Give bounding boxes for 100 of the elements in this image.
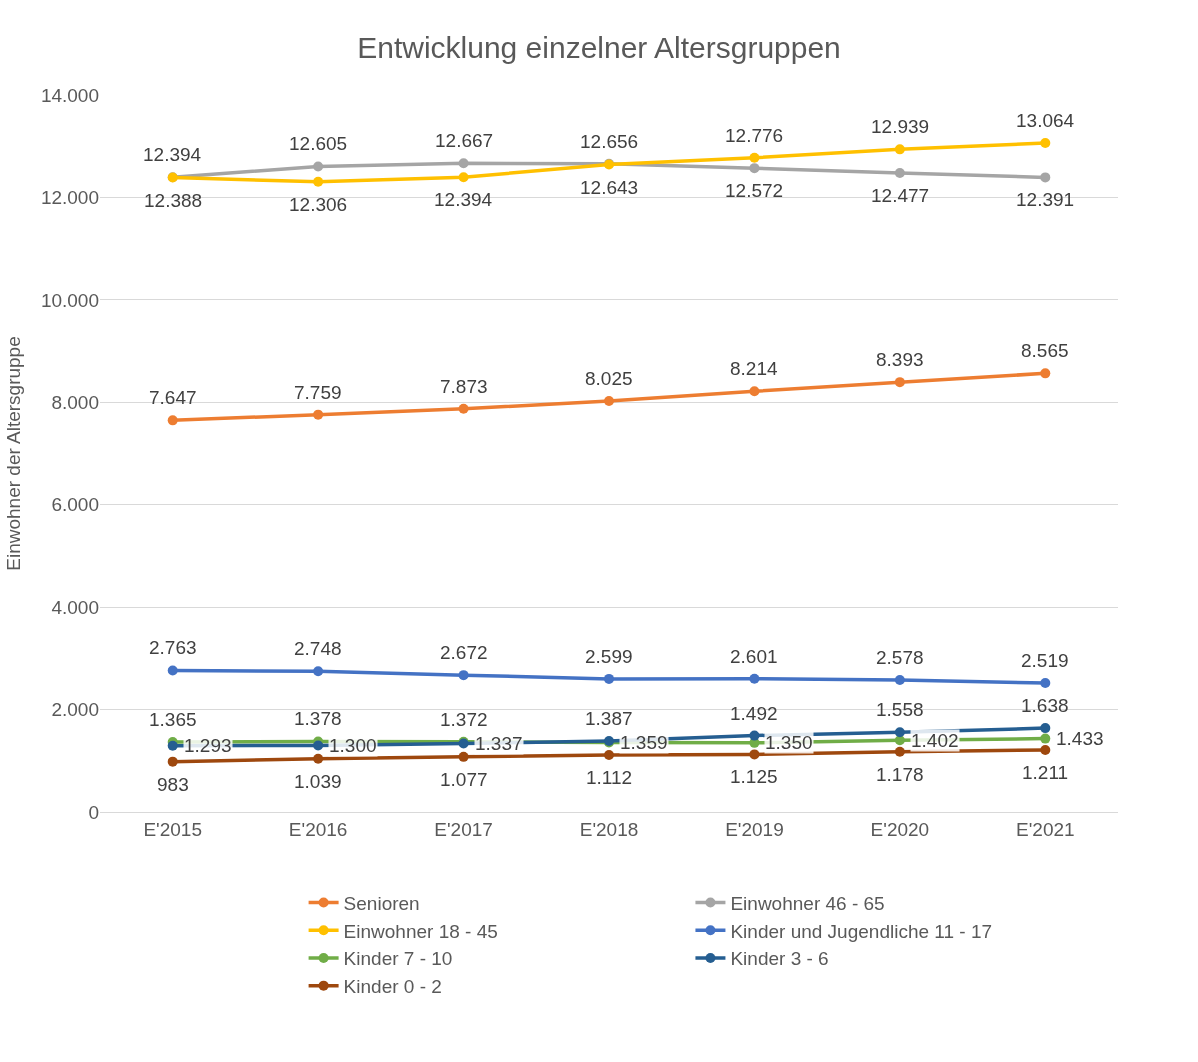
point: [1040, 744, 1051, 755]
y-tick-label: 6.000: [51, 494, 99, 516]
point: [167, 756, 178, 767]
data-label: 7.759: [294, 382, 342, 403]
y-tick-label: 8.000: [51, 391, 99, 413]
data-label: 1.365: [149, 709, 197, 730]
data-label: 1.387: [585, 708, 633, 729]
legend-label: Einwohner 18 - 45: [343, 920, 498, 942]
point: [604, 396, 614, 407]
data-label: 12.477: [871, 185, 930, 206]
data-label: 12.643: [580, 177, 639, 198]
x-tick-label: E'2017: [434, 818, 493, 840]
data-label: 1.433: [1056, 728, 1104, 749]
legend-label: Einwohner 46 - 65: [730, 892, 885, 914]
data-label: 8.393: [876, 349, 924, 370]
point: [313, 753, 324, 764]
x-tick-label: E'2020: [870, 818, 930, 840]
data-label: 1.337: [475, 733, 523, 754]
data-label: 1.293: [184, 735, 232, 756]
data-label: 1.402: [911, 730, 959, 751]
point: [167, 665, 178, 676]
data-label: 12.572: [725, 180, 784, 201]
data-label: 12.939: [871, 116, 930, 137]
legend-label: Kinder 0 - 2: [343, 976, 442, 998]
legend-label: Kinder 3 - 6: [730, 948, 829, 970]
data-label: 1.125: [730, 766, 778, 787]
data-label: 1.372: [440, 709, 488, 730]
data-label: 12.656: [580, 131, 639, 152]
point: [894, 727, 905, 738]
point: [894, 674, 905, 685]
point: [167, 415, 178, 426]
data-label: 7.873: [440, 376, 488, 397]
data-label: 8.565: [1021, 340, 1069, 361]
y-axis-title: Einwohner der Altersgruppe: [2, 336, 24, 571]
data-label: 2.672: [440, 642, 488, 663]
y-tick-label: 4.000: [51, 596, 99, 618]
point: [313, 161, 324, 172]
point: [458, 751, 469, 762]
chart-title: Entwicklung einzelner Altersgruppen: [357, 31, 841, 65]
data-label: 12.394: [434, 189, 493, 210]
data-label: 1.077: [440, 769, 488, 790]
data-label: 2.763: [149, 637, 197, 658]
data-label: 1.039: [294, 771, 342, 792]
y-tick-label: 12.000: [40, 187, 99, 209]
data-label: 12.605: [289, 133, 348, 154]
point: [1040, 172, 1051, 183]
y-tick-label: 10.000: [40, 289, 99, 311]
point: [458, 172, 469, 183]
point: [1040, 137, 1051, 148]
point: [894, 168, 905, 178]
point: [749, 673, 760, 684]
legend-label: Kinder und Jugendliche 11 - 17: [730, 920, 993, 942]
point: [1040, 723, 1051, 734]
point: [604, 673, 614, 684]
x-tick-label: E'2018: [579, 818, 639, 840]
x-tick-label: E'2019: [725, 818, 784, 840]
data-label: 1.492: [730, 703, 778, 724]
data-label: 7.647: [149, 387, 197, 408]
y-tick-label: 2.000: [51, 699, 99, 721]
data-label: 1.178: [876, 764, 924, 785]
data-label: 1.211: [1022, 762, 1069, 783]
data-label: 1.350: [765, 732, 813, 753]
data-label: 2.748: [294, 638, 342, 659]
data-label: 12.394: [143, 144, 202, 165]
data-label: 2.601: [730, 646, 778, 667]
x-tick-label: E'2016: [288, 818, 348, 840]
legend-label: Senioren: [343, 892, 420, 914]
data-label: 2.519: [1021, 650, 1069, 671]
point: [749, 152, 760, 163]
data-label: 983: [157, 774, 189, 795]
data-label: 2.599: [585, 646, 633, 667]
point: [458, 670, 469, 681]
data-label: 12.391: [1016, 189, 1075, 210]
data-label: 1.359: [620, 732, 668, 753]
point: [313, 409, 324, 420]
point: [894, 377, 905, 388]
y-tick-label: 0: [88, 801, 99, 823]
data-label: 1.300: [329, 735, 377, 756]
point: [313, 740, 324, 751]
data-label: 8.025: [585, 368, 633, 389]
point: [749, 730, 760, 741]
point: [313, 176, 324, 187]
data-label: 12.776: [725, 125, 784, 146]
point: [313, 666, 324, 677]
point: [1040, 733, 1051, 744]
point: [749, 163, 760, 174]
data-label: 8.214: [730, 358, 778, 379]
data-label: 12.667: [435, 130, 494, 151]
data-label: 1.558: [876, 699, 924, 720]
point: [749, 749, 760, 760]
legend-label: Kinder 7 - 10: [343, 948, 453, 970]
data-label: 13.064: [1016, 110, 1075, 131]
x-tick-label: E'2021: [1016, 818, 1075, 840]
point: [1040, 368, 1051, 379]
x-tick-label: E'2015: [143, 818, 202, 840]
point: [894, 746, 905, 757]
data-label: 1.112: [586, 767, 633, 788]
data-label: 2.578: [876, 647, 924, 668]
data-label: 1.638: [1021, 695, 1069, 716]
data-label: 12.306: [289, 194, 348, 215]
